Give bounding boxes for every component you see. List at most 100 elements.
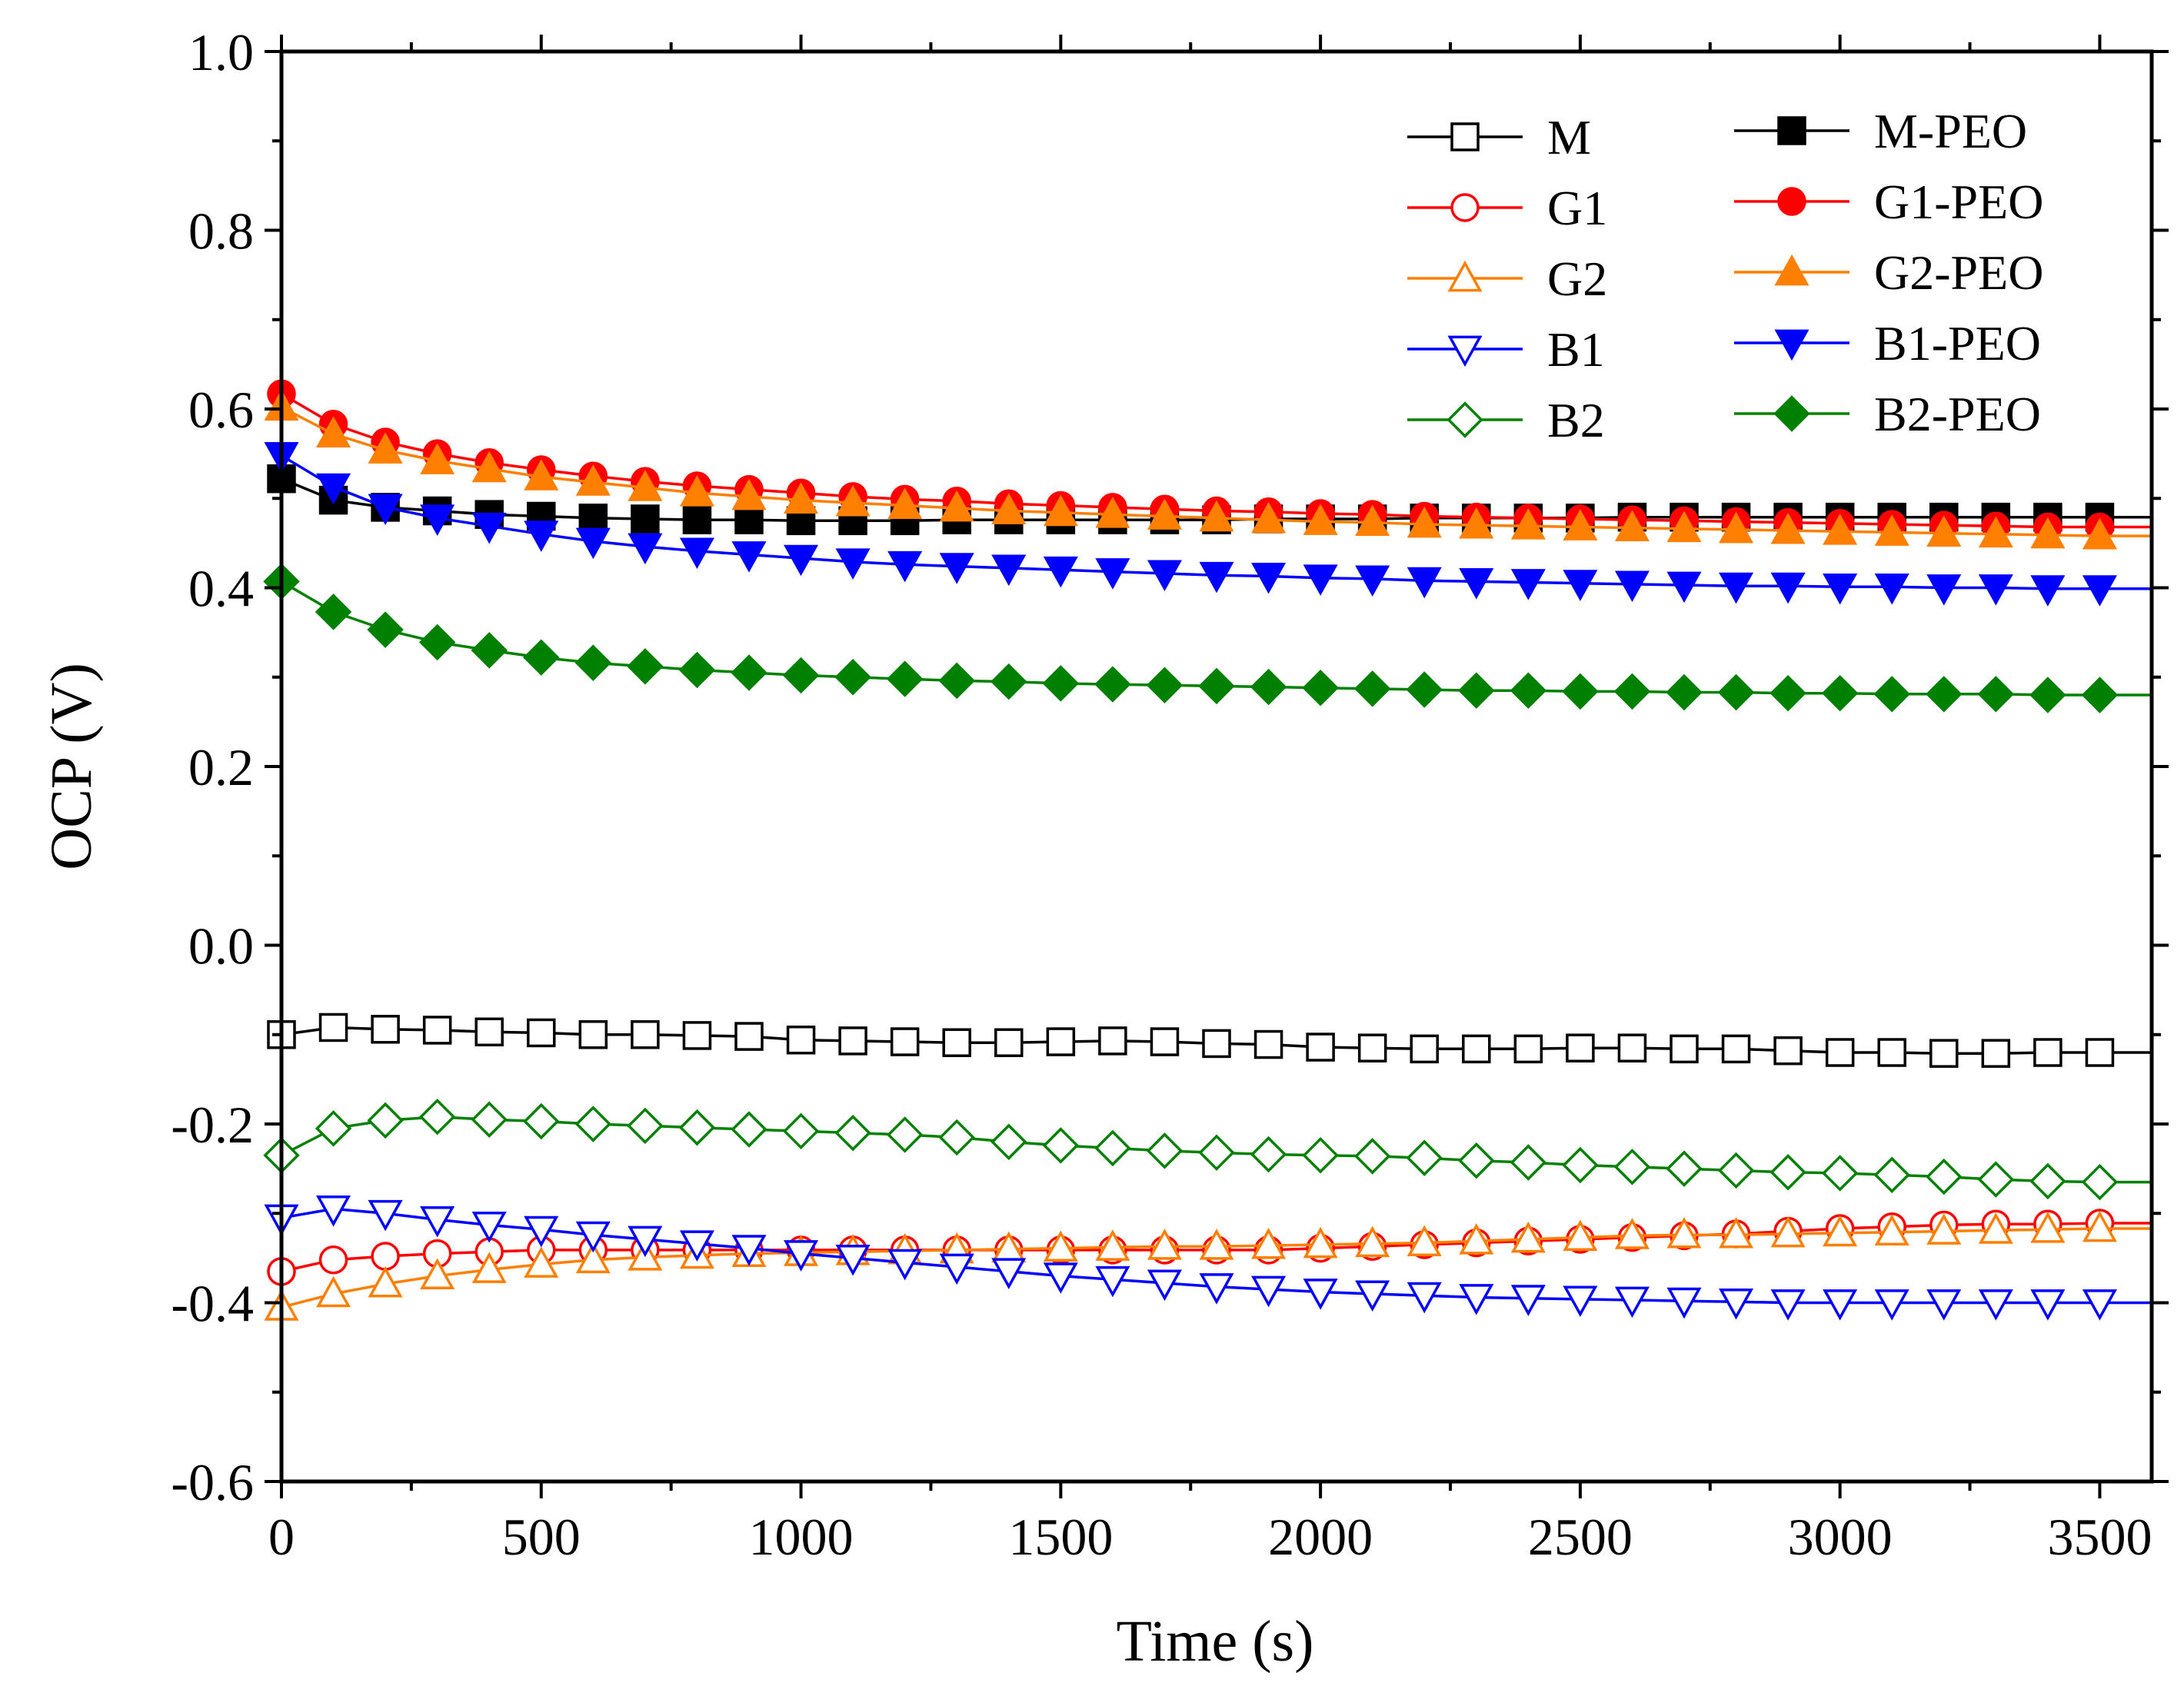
- x-tick-label: 500: [502, 1508, 581, 1566]
- legend-item-g1-peo: G1-PEO: [1734, 175, 2043, 229]
- data-point-b1: [1147, 1269, 1182, 1302]
- data-point-g2: [1459, 1223, 1494, 1255]
- data-point-m: [1253, 1029, 1283, 1059]
- data-point-g2-peo: [1095, 497, 1130, 528]
- data-point-b2-peo: [471, 632, 508, 669]
- legend-marker: [1774, 329, 1809, 361]
- data-point-b2: [1146, 1132, 1184, 1169]
- data-point-b2-peo: [1094, 666, 1131, 703]
- data-point-b1: [1978, 1289, 2013, 1321]
- data-point-g2-peo: [420, 443, 455, 474]
- data-point-b2-peo: [1666, 673, 1703, 711]
- data-point-g2: [1407, 1225, 1442, 1257]
- data-point-b1: [524, 1215, 559, 1248]
- data-point-b1-peo: [1251, 562, 1287, 594]
- series-g2: [264, 1210, 2152, 1321]
- data-point-g2: [1147, 1229, 1182, 1260]
- data-point-b2-peo: [1302, 669, 1339, 707]
- data-point-b2: [2081, 1163, 2119, 1201]
- y-tick-label: 0.0: [188, 917, 254, 976]
- series-g2-peo: [264, 389, 2152, 550]
- data-point-g2-peo: [887, 487, 923, 519]
- data-point-b1: [628, 1225, 663, 1258]
- data-point-g2-peo: [991, 493, 1027, 524]
- data-point-g2: [1199, 1229, 1234, 1260]
- legend-marker: [1447, 260, 1483, 292]
- data-point-b2: [523, 1102, 560, 1140]
- data-point-b2-peo: [418, 624, 456, 661]
- data-point-b1: [1355, 1280, 1390, 1312]
- data-point-g2-peo: [679, 475, 714, 507]
- legend-item-m-peo: M-PEO: [1734, 104, 2027, 158]
- data-point-b1-peo: [471, 512, 507, 544]
- legend-item-g1: G1: [1407, 181, 1607, 235]
- data-point-m: [1357, 1033, 1387, 1062]
- data-point-b2-peo: [523, 639, 560, 676]
- data-point-g1: [371, 1242, 400, 1271]
- data-point-b2-peo: [1562, 673, 1599, 710]
- data-point-b2: [367, 1102, 404, 1139]
- data-point-b2: [627, 1107, 664, 1145]
- data-point-g2-peo: [1666, 510, 1702, 543]
- data-point-b2-peo: [1250, 668, 1287, 706]
- data-point-g2: [1770, 1215, 1806, 1248]
- data-point-b2: [574, 1106, 612, 1142]
- legend-label: B2-PEO: [1874, 387, 2041, 441]
- data-point-b2-peo: [1458, 672, 1495, 709]
- data-point-b1: [679, 1230, 714, 1262]
- x-tick-label: 0: [268, 1508, 295, 1566]
- data-point-b1-peo: [1355, 565, 1390, 597]
- data-point-b2: [990, 1123, 1027, 1160]
- data-point-m: [1825, 1038, 1855, 1067]
- y-tick-label: -0.2: [171, 1096, 254, 1154]
- data-point-g2-peo: [1614, 510, 1650, 542]
- data-point-b1: [420, 1205, 455, 1238]
- data-point-b2: [1562, 1146, 1599, 1184]
- data-point-b1: [784, 1240, 819, 1272]
- data-point-b1-peo: [1459, 567, 1494, 600]
- legend-label: G2-PEO: [1874, 245, 2043, 300]
- data-point-g2-peo: [2082, 517, 2117, 550]
- data-point-b1: [575, 1221, 611, 1253]
- data-point-m: [1150, 1027, 1180, 1056]
- data-point-b1: [1303, 1279, 1338, 1310]
- data-point-g2-peo: [1926, 515, 1962, 547]
- data-point-g2-peo: [471, 451, 507, 483]
- data-point-m-peo: [682, 505, 712, 534]
- data-point-b2-peo: [1198, 667, 1235, 705]
- data-point-b1-peo: [939, 553, 974, 584]
- data-point-b2: [1926, 1158, 1963, 1195]
- data-point-b1: [1563, 1285, 1598, 1318]
- data-point-g2: [524, 1246, 559, 1278]
- data-point-b2: [1406, 1139, 1443, 1176]
- legend-item-g2: G2: [1407, 251, 1607, 306]
- data-point-m: [1929, 1039, 1959, 1068]
- legend-marker: [1774, 254, 1809, 286]
- data-point-b2-peo: [1146, 667, 1184, 703]
- data-point-b1-peo: [835, 548, 871, 580]
- y-tick-label: 1.0: [188, 23, 254, 81]
- data-point-g2-peo: [368, 432, 403, 464]
- data-point-m: [1773, 1036, 1803, 1066]
- data-point-m: [1617, 1033, 1647, 1062]
- data-point-g2: [2082, 1210, 2117, 1242]
- data-point-b2-peo: [1613, 673, 1651, 710]
- data-point-g2: [1874, 1214, 1909, 1246]
- data-point-b1: [835, 1244, 871, 1276]
- legend-marker: [1447, 335, 1483, 367]
- legend-label: G1-PEO: [1874, 175, 2043, 229]
- data-point-b2: [1770, 1154, 1806, 1191]
- data-point-b1-peo: [524, 520, 559, 552]
- data-point-m: [1513, 1034, 1543, 1064]
- data-point-b2: [1510, 1144, 1547, 1181]
- data-point-b1: [1459, 1284, 1494, 1315]
- data-point-b1: [316, 1195, 351, 1227]
- data-point-b1-peo: [628, 533, 663, 565]
- data-point-b1-peo: [1407, 567, 1442, 599]
- data-point-b1-peo: [1043, 556, 1078, 588]
- data-point-m: [942, 1028, 971, 1057]
- series-m: [267, 1013, 2152, 1068]
- data-point-m: [1046, 1027, 1076, 1056]
- data-point-g2-peo: [1563, 509, 1598, 540]
